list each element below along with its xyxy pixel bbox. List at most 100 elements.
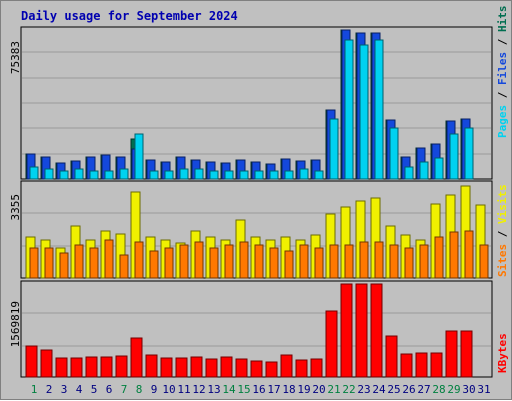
legend-visits-sites-part: Visits <box>496 184 509 224</box>
pages-bar-15 <box>239 170 249 180</box>
x-tick-label-1: 1 <box>31 383 38 396</box>
legend-visits-sites-part: / <box>496 224 509 244</box>
pages-bar-23 <box>359 44 369 180</box>
sites-bar-17 <box>269 247 279 279</box>
x-tick-label-11: 11 <box>177 383 190 396</box>
pages-bar-7 <box>119 168 129 180</box>
pages-bar-11 <box>179 168 189 180</box>
kbytes-bar-6 <box>100 356 113 378</box>
sites-bar-18 <box>284 250 294 279</box>
x-tick-label-23: 23 <box>357 383 370 396</box>
kbytes-bar-14 <box>220 356 233 378</box>
pages-bar-24 <box>374 39 384 180</box>
x-tick-label-13: 13 <box>207 383 220 396</box>
sites-bar-28 <box>434 236 444 279</box>
x-tick-label-16: 16 <box>252 383 265 396</box>
x-tick-label-24: 24 <box>372 383 386 396</box>
sites-bar-23 <box>359 241 369 279</box>
x-tick-label-10: 10 <box>162 383 175 396</box>
legend-hits-files-pages-part: Pages <box>496 105 509 138</box>
kbytes-bar-26 <box>400 353 413 378</box>
pages-bar-8 <box>134 133 144 180</box>
pages-bar-12 <box>194 168 204 180</box>
sites-bar-8 <box>134 241 144 279</box>
x-tick-label-6: 6 <box>106 383 113 396</box>
pages-bar-25 <box>389 127 399 180</box>
legend-hits-files-pages-part: / <box>496 85 509 105</box>
sites-bar-4 <box>74 244 84 279</box>
y-max-label-1: 75383 <box>9 41 22 74</box>
legend-hits-files-pages-part: Hits <box>496 6 509 33</box>
sites-bar-7 <box>119 254 129 279</box>
x-tick-label-9: 9 <box>151 383 158 396</box>
sites-bar-11 <box>179 244 189 279</box>
kbytes-bar-23 <box>355 283 368 378</box>
legend-kbytes-part: KBytes <box>496 333 509 373</box>
x-tick-label-18: 18 <box>282 383 295 396</box>
pages-bar-2 <box>44 168 54 180</box>
kbytes-bar-15 <box>235 358 248 378</box>
kbytes-bar-11 <box>175 357 188 378</box>
legend-visits-sites: Sites / Visits <box>496 184 509 277</box>
kbytes-bar-7 <box>115 355 128 378</box>
pages-bar-29 <box>449 133 459 180</box>
pages-bar-16 <box>254 170 264 180</box>
kbytes-bar-4 <box>70 357 83 378</box>
pages-bar-19 <box>299 168 309 180</box>
legend-visits-sites-part: Sites <box>496 244 509 277</box>
x-tick-label-15: 15 <box>237 383 250 396</box>
pages-bar-9 <box>149 170 159 180</box>
kbytes-bar-8 <box>130 337 143 378</box>
sites-bar-19 <box>299 244 309 279</box>
kbytes-bar-16 <box>250 360 263 378</box>
x-tick-label-17: 17 <box>267 383 280 396</box>
x-tick-label-14: 14 <box>222 383 236 396</box>
sites-bar-24 <box>374 241 384 279</box>
pages-bar-1 <box>29 166 39 180</box>
x-tick-label-20: 20 <box>312 383 325 396</box>
kbytes-bar-1 <box>25 345 38 378</box>
legend-hits-files-pages-part: / <box>496 32 509 52</box>
sites-bar-3 <box>59 252 69 279</box>
kbytes-bar-29 <box>445 330 458 378</box>
y-max-label-2: 3355 <box>9 194 22 221</box>
x-tick-label-4: 4 <box>76 383 83 396</box>
kbytes-bar-25 <box>385 335 398 378</box>
kbytes-bar-17 <box>265 361 278 378</box>
x-tick-label-3: 3 <box>61 383 68 396</box>
y-max-label-3: 1569819 <box>9 301 22 347</box>
sites-bar-21 <box>329 244 339 279</box>
x-tick-label-28: 28 <box>432 383 445 396</box>
sites-bar-29 <box>449 231 459 279</box>
kbytes-bar-21 <box>325 310 338 378</box>
pages-bar-10 <box>164 170 174 180</box>
kbytes-bar-5 <box>85 356 98 378</box>
pages-bar-14 <box>224 170 234 180</box>
chart-title: Daily usage for September 2024 <box>21 9 238 23</box>
sites-bar-14 <box>224 244 234 279</box>
sites-bar-22 <box>344 244 354 279</box>
pages-bar-30 <box>464 127 474 180</box>
x-tick-label-30: 30 <box>462 383 475 396</box>
kbytes-bar-18 <box>280 354 293 378</box>
x-tick-label-12: 12 <box>192 383 205 396</box>
kbytes-bar-13 <box>205 358 218 378</box>
sites-bar-31 <box>479 244 489 279</box>
kbytes-bar-20 <box>310 358 323 378</box>
sites-bar-13 <box>209 247 219 279</box>
sites-bar-1 <box>29 247 39 279</box>
x-tick-label-21: 21 <box>327 383 340 396</box>
x-tick-label-5: 5 <box>91 383 98 396</box>
kbytes-bar-10 <box>160 357 173 378</box>
sites-bar-20 <box>314 247 324 279</box>
kbytes-bar-2 <box>40 349 53 378</box>
kbytes-bar-9 <box>145 354 158 378</box>
x-tick-label-7: 7 <box>121 383 128 396</box>
pages-bar-27 <box>419 161 429 180</box>
sites-bar-5 <box>89 247 99 279</box>
pages-bar-3 <box>59 170 69 180</box>
sites-bar-12 <box>194 241 204 279</box>
x-tick-label-29: 29 <box>447 383 460 396</box>
